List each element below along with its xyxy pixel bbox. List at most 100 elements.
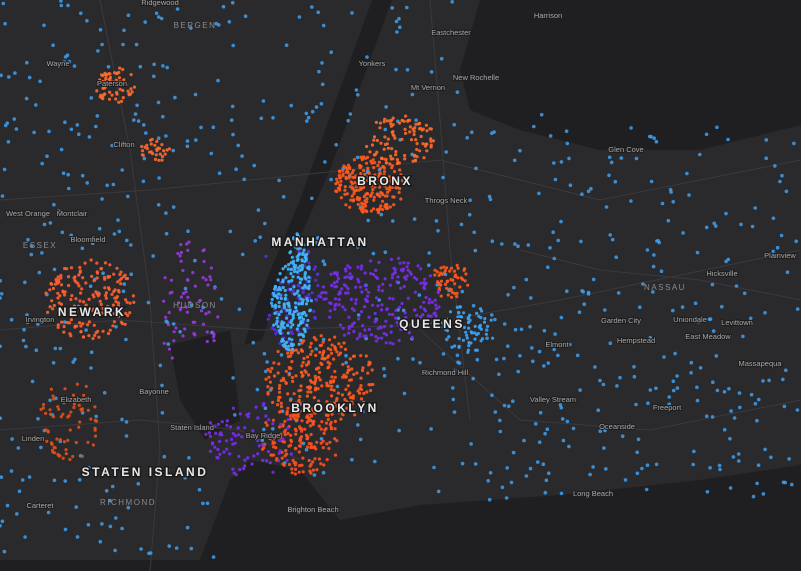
dot bbox=[412, 276, 417, 280]
dot bbox=[69, 266, 74, 270]
dot bbox=[524, 474, 529, 478]
dot bbox=[286, 331, 290, 335]
dot bbox=[356, 93, 360, 97]
dot bbox=[711, 380, 715, 385]
dot bbox=[415, 313, 419, 317]
dot bbox=[567, 156, 571, 161]
dot bbox=[36, 417, 40, 421]
dot bbox=[262, 427, 266, 432]
dot bbox=[390, 164, 394, 168]
dot bbox=[511, 399, 515, 404]
dot bbox=[466, 350, 470, 354]
dot bbox=[434, 219, 439, 223]
dot bbox=[343, 188, 347, 192]
place-label: Elmont bbox=[545, 340, 569, 349]
dot bbox=[301, 456, 305, 460]
dot bbox=[445, 266, 449, 270]
dot bbox=[381, 282, 385, 286]
dot bbox=[407, 331, 411, 335]
dot bbox=[359, 384, 363, 388]
dot bbox=[103, 277, 107, 281]
dot bbox=[645, 463, 650, 468]
dot bbox=[74, 297, 78, 301]
dot bbox=[321, 285, 326, 289]
dot bbox=[348, 205, 352, 209]
place-label: Bay Ridge bbox=[246, 431, 281, 440]
dot bbox=[394, 150, 398, 154]
dot bbox=[39, 445, 43, 450]
dot bbox=[648, 134, 652, 139]
dot bbox=[228, 229, 233, 234]
dot bbox=[110, 93, 114, 97]
dot bbox=[40, 251, 44, 255]
dot bbox=[519, 327, 524, 332]
dot bbox=[531, 359, 535, 364]
dot bbox=[478, 323, 482, 327]
dot bbox=[181, 291, 186, 295]
place-label: Mt Vernon bbox=[411, 83, 445, 92]
dot bbox=[304, 407, 308, 411]
dot bbox=[201, 305, 205, 310]
dot bbox=[56, 275, 60, 279]
dot bbox=[76, 304, 81, 309]
dot bbox=[412, 132, 416, 137]
dot bbox=[359, 187, 363, 191]
dot bbox=[288, 311, 292, 315]
dot bbox=[446, 293, 450, 297]
dot bbox=[276, 349, 280, 354]
dot bbox=[171, 205, 176, 209]
place-label: Bayonne bbox=[139, 387, 169, 396]
dot bbox=[333, 345, 337, 349]
dot bbox=[619, 156, 624, 160]
dot bbox=[465, 336, 469, 340]
dot bbox=[279, 353, 284, 357]
dot bbox=[263, 221, 267, 226]
dot bbox=[429, 143, 433, 147]
dot bbox=[378, 121, 383, 125]
dot bbox=[424, 295, 428, 299]
dot bbox=[245, 413, 249, 417]
dot bbox=[98, 28, 103, 32]
dot bbox=[298, 425, 302, 429]
dot bbox=[313, 374, 317, 378]
dot bbox=[77, 478, 82, 482]
dot bbox=[365, 55, 369, 59]
dot bbox=[22, 327, 26, 332]
dot bbox=[361, 202, 365, 206]
dot bbox=[99, 302, 103, 306]
dot bbox=[118, 66, 122, 70]
dot bbox=[372, 135, 377, 139]
road bbox=[0, 249, 801, 331]
dot bbox=[297, 399, 301, 403]
dot bbox=[121, 88, 125, 93]
dot bbox=[80, 287, 84, 291]
dot bbox=[162, 299, 166, 303]
dot bbox=[439, 266, 443, 270]
dot bbox=[457, 337, 461, 341]
dot bbox=[310, 408, 314, 412]
dot bbox=[96, 81, 100, 85]
dot bbox=[158, 152, 162, 156]
place-label: Garden City bbox=[601, 316, 641, 325]
dot bbox=[52, 202, 56, 207]
county-label: BERGEN bbox=[174, 21, 217, 30]
dot bbox=[157, 176, 161, 180]
dot bbox=[608, 233, 612, 237]
dot bbox=[143, 145, 147, 149]
dot bbox=[559, 315, 564, 320]
dot bbox=[230, 104, 235, 109]
dot bbox=[421, 313, 425, 317]
dot bbox=[132, 300, 136, 304]
dot bbox=[298, 436, 302, 440]
dot bbox=[432, 465, 436, 470]
atlantic-ocean bbox=[0, 460, 801, 571]
dot bbox=[319, 427, 323, 431]
dot bbox=[382, 170, 387, 174]
dot bbox=[651, 264, 656, 269]
dot bbox=[256, 452, 260, 456]
dot bbox=[118, 80, 122, 84]
dot bbox=[264, 414, 268, 418]
dot bbox=[638, 305, 642, 310]
dot bbox=[279, 322, 283, 326]
dot bbox=[193, 258, 197, 263]
